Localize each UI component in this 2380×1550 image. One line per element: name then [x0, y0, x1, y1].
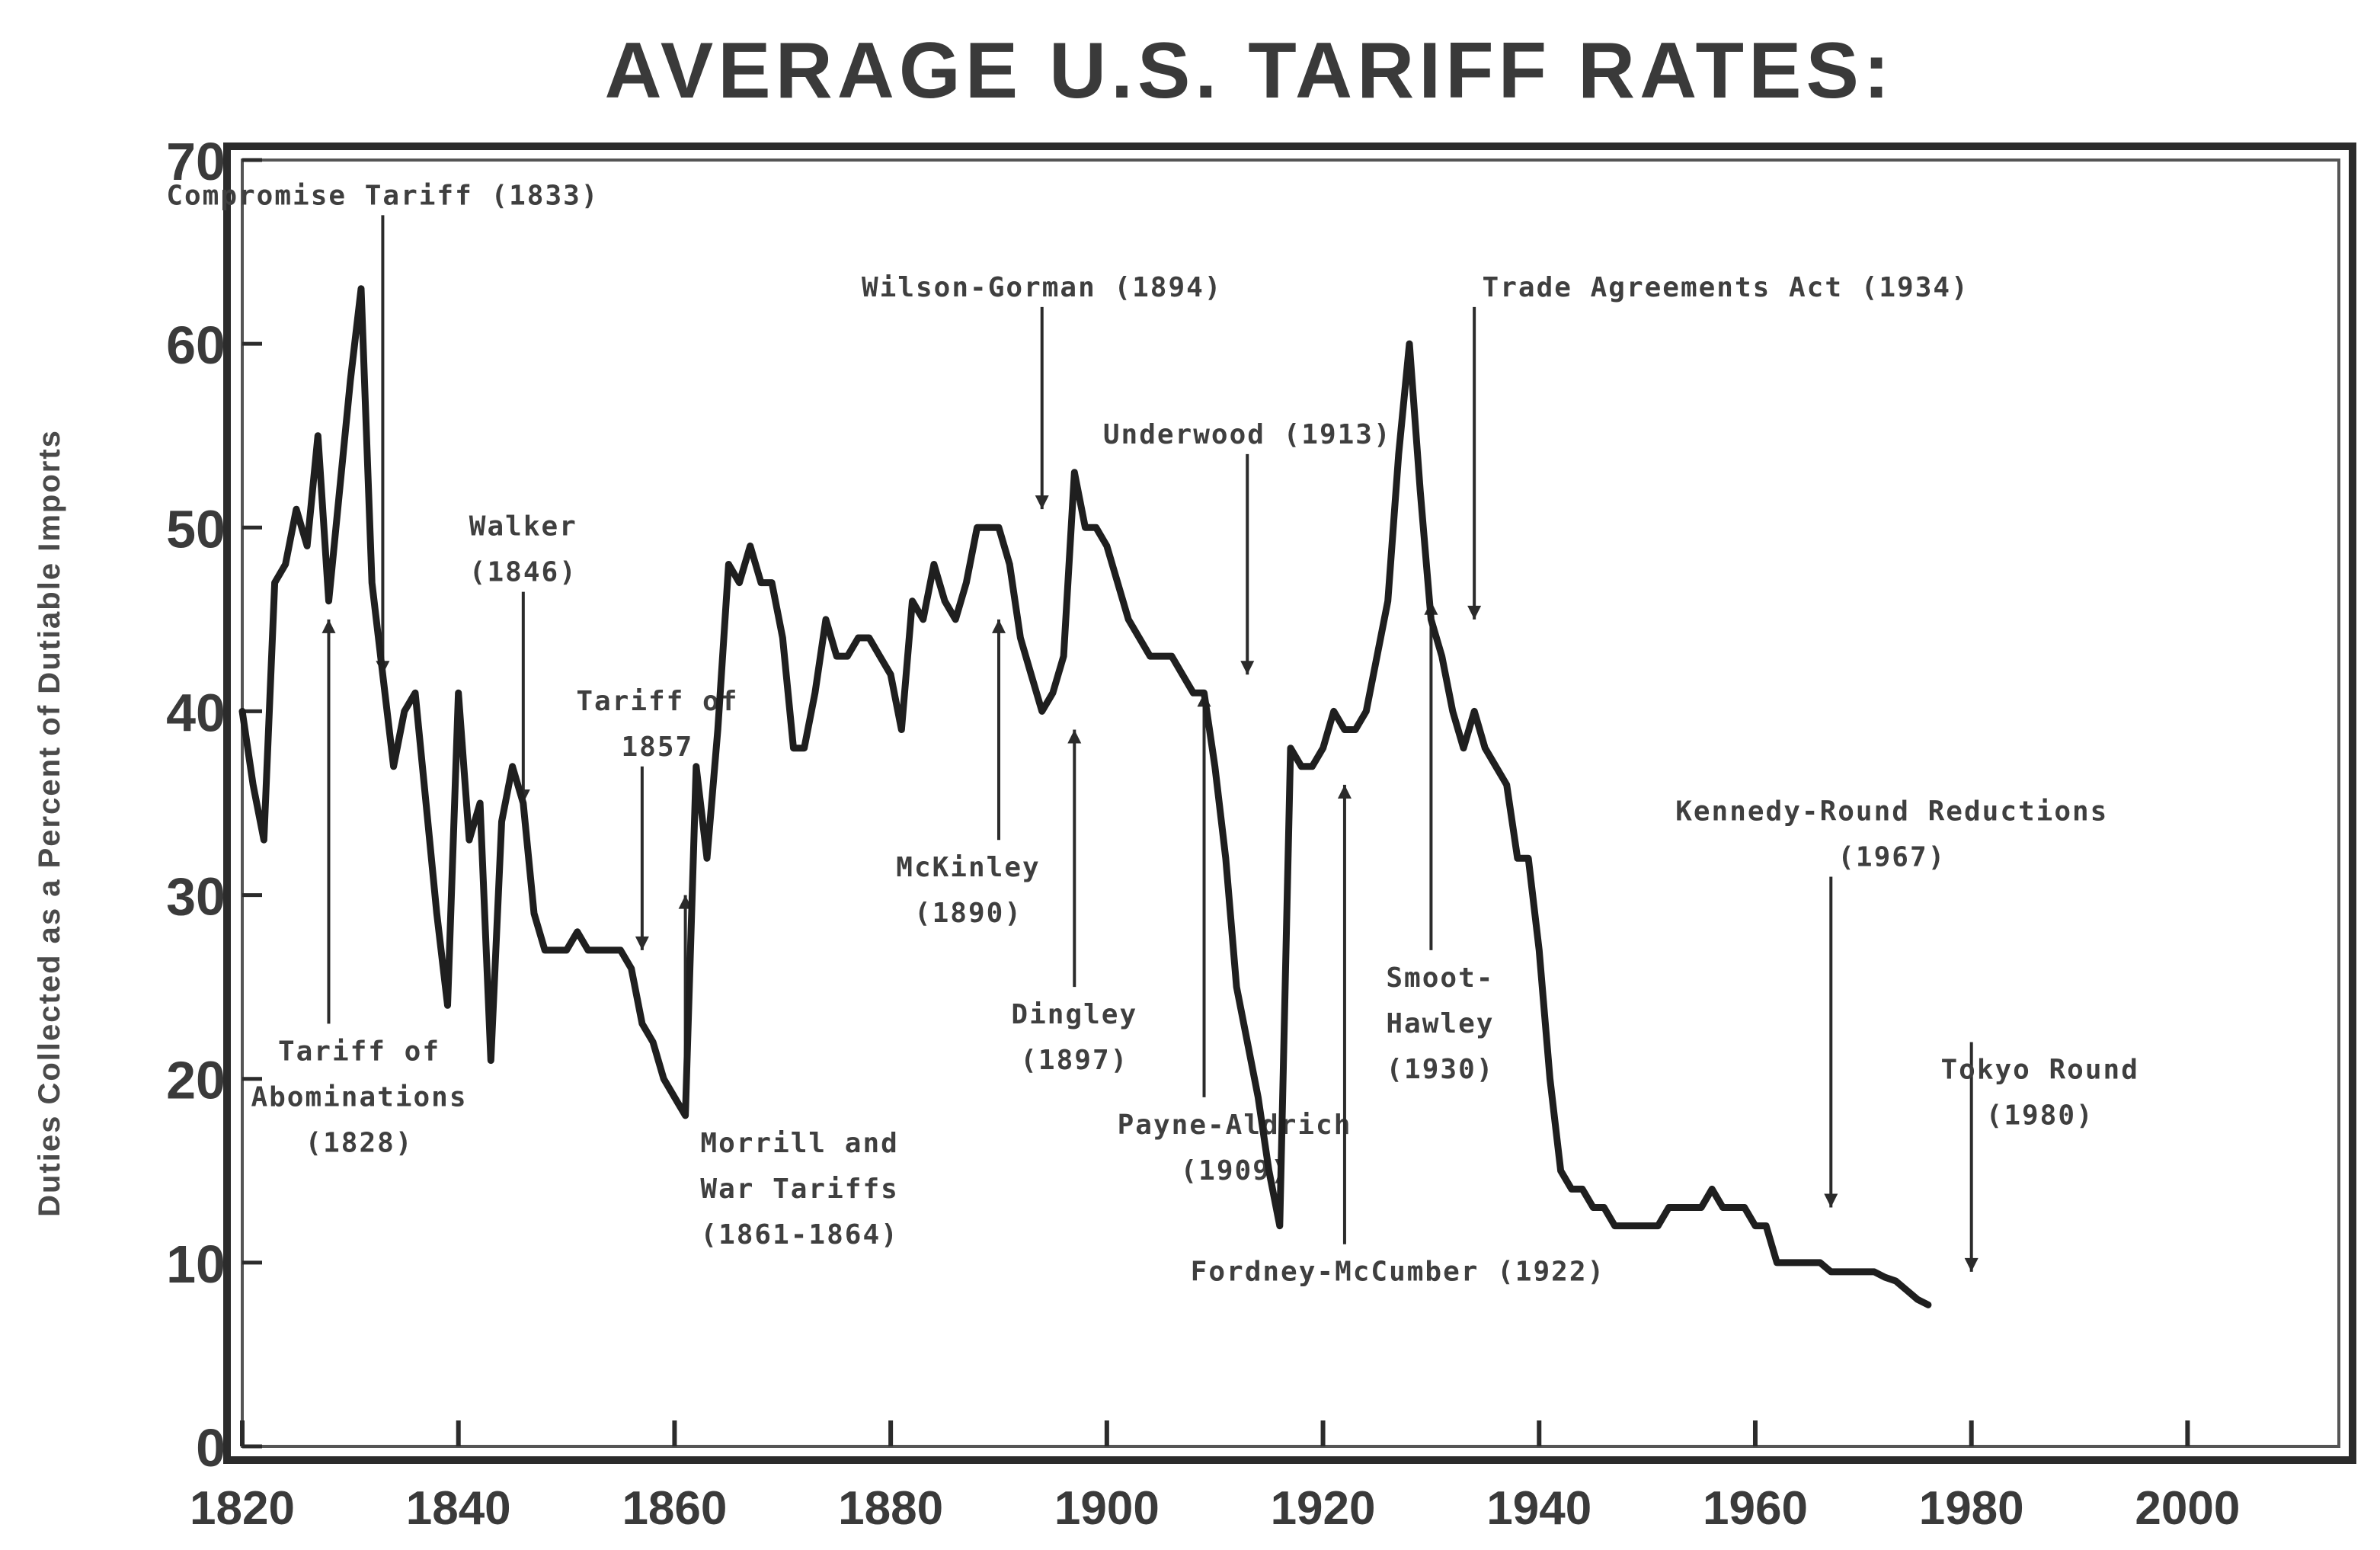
annotation-label: (1967) — [1838, 841, 1946, 873]
annotation-label: (1930) — [1386, 1054, 1494, 1085]
annotation-arrowhead — [991, 619, 1006, 633]
x-tick-label: 1860 — [622, 1482, 727, 1535]
y-tick-label: 50 — [166, 499, 226, 559]
annotation-label: Dingley — [1011, 999, 1137, 1030]
annotation-label: (1846) — [469, 557, 577, 588]
annotation-label: McKinley — [896, 852, 1040, 883]
x-tick-label: 1920 — [1271, 1482, 1376, 1535]
x-tick-label: 1960 — [1703, 1482, 1808, 1535]
chart-title: AVERAGE U.S. TARIFF RATES: — [605, 27, 1895, 115]
y-tick-label: 40 — [166, 683, 226, 742]
annotation-label: Wilson-Gorman (1894) — [862, 272, 1222, 303]
annotations: Compromise Tariff (1833) Tariff of Abomina… — [166, 180, 2138, 1288]
x-tick-label: 1900 — [1054, 1482, 1160, 1535]
y-tick-label: 60 — [166, 315, 226, 375]
plot-frame-inner — [241, 159, 2340, 1448]
plot-frame-outer — [223, 143, 2356, 1464]
y-tick-label: 0 — [196, 1418, 226, 1478]
y-axis-label: Duties Collected as a Percent of Dutiabl… — [33, 429, 66, 1217]
annotation-label: Walker — [469, 511, 577, 543]
annotation-label: (1980) — [1986, 1100, 2094, 1131]
y-tick-label: 20 — [166, 1051, 226, 1110]
annotation-arrowhead — [635, 936, 649, 950]
annotation-arrowhead — [321, 619, 336, 633]
annotation-label: (1890) — [914, 898, 1022, 929]
annotation-label: Tariff of — [278, 1036, 440, 1067]
annotation-label: (1861-1864) — [700, 1219, 898, 1251]
x-tick-label: 1820 — [190, 1482, 295, 1535]
series-layer — [238, 285, 1932, 1308]
annotation-label: Kennedy-Round Reductions — [1675, 796, 2108, 827]
annotation-label: Payne-Aldrich — [1118, 1110, 1352, 1141]
annotation-arrowhead — [1035, 495, 1049, 510]
annotation-label: Fordney-McCumber (1922) — [1191, 1257, 1606, 1288]
axis-ticks: 1820 1840 1860 1880 1900 1920 1940 1960 1980 2000… — [166, 132, 2240, 1535]
x-tick-label: 2000 — [2135, 1482, 2240, 1535]
series-line — [238, 285, 1932, 1308]
y-tick-label: 70 — [166, 132, 226, 191]
annotation-arrowhead — [1337, 784, 1352, 799]
annotation-arrowhead — [1824, 1193, 1838, 1208]
y-tick-label: 30 — [166, 867, 226, 927]
annotation-label: (1828) — [305, 1127, 413, 1158]
annotation-label: Tariff of — [576, 686, 738, 717]
annotation-arrowhead — [1964, 1257, 1979, 1272]
annotation-label: Compromise Tariff (1833) — [166, 180, 599, 211]
annotation-arrowhead — [1467, 605, 1482, 620]
annotation-label: Morrill and — [700, 1128, 898, 1159]
annotation-arrowhead — [1067, 729, 1082, 744]
annotation-label: 1857 — [622, 732, 694, 763]
annotation-label: Smoot- — [1386, 962, 1494, 994]
x-tick-label: 1940 — [1486, 1482, 1591, 1535]
annotation-label: Abominations — [251, 1081, 467, 1113]
y-tick-label: 10 — [166, 1235, 226, 1294]
x-tick-label: 1880 — [838, 1482, 943, 1535]
annotation-label: (1897) — [1020, 1045, 1128, 1076]
x-tick-label: 1980 — [1919, 1482, 2024, 1535]
annotation-arrowhead — [1240, 661, 1255, 675]
annotation-label: Underwood (1913) — [1103, 419, 1392, 450]
x-tick-label: 1840 — [406, 1482, 511, 1535]
annotation-label: Tokyo Round — [1940, 1054, 2138, 1085]
annotation-label: Hawley — [1386, 1008, 1494, 1039]
annotation-label: War Tariffs — [700, 1174, 898, 1205]
annotation-label: Trade Agreements Act (1934) — [1483, 272, 1969, 303]
